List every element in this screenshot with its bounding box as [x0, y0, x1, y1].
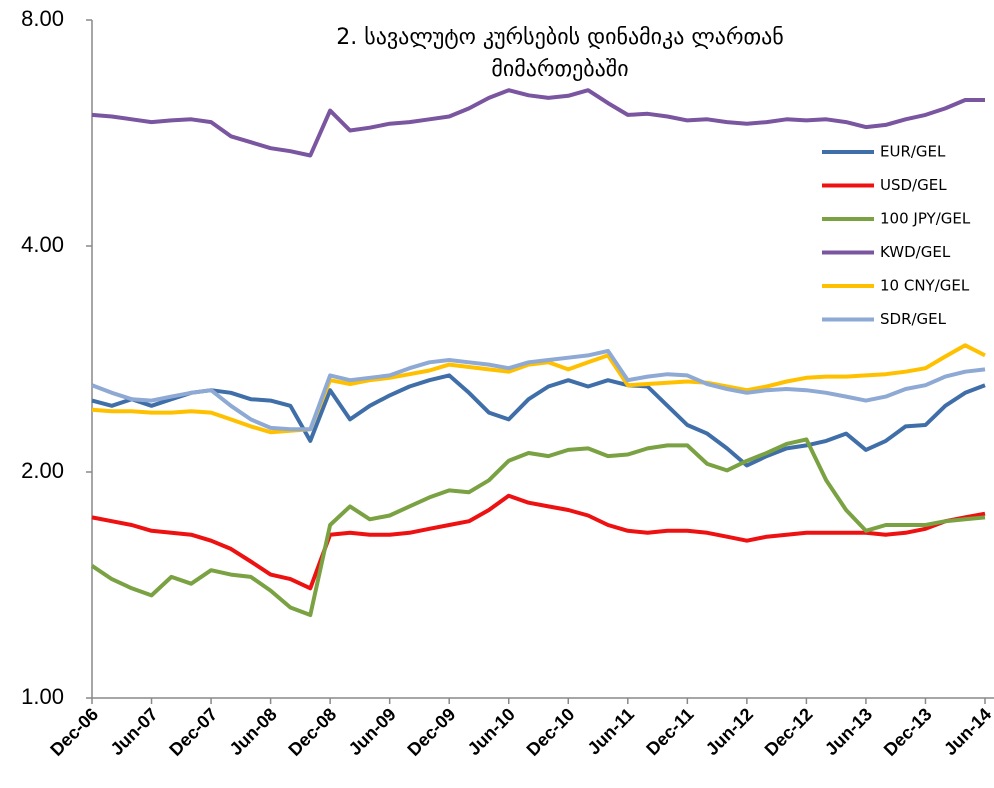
x-tick-label: Dec-13 [880, 704, 936, 760]
legend-label: EUR/GEL [880, 143, 946, 161]
legend-label: 100 JPY/GEL [880, 210, 971, 228]
series-line [91, 373, 986, 468]
chart-title: 2. სავალუტო კურსების დინამიკა ლართან [336, 25, 784, 50]
x-tick-label: Dec-12 [761, 704, 817, 760]
x-tick-label: Dec-08 [284, 704, 340, 760]
x-tick-label: Jun-11 [584, 704, 638, 758]
series-line [91, 348, 986, 432]
x-tick-label: Jun-14 [940, 704, 994, 759]
y-tick-label: 8.00 [21, 6, 64, 31]
x-tick-label: Jun-12 [702, 704, 757, 759]
y-tick-label: 1.00 [21, 684, 64, 709]
y-tick-label: 2.00 [21, 458, 64, 483]
legend-label: SDR/GEL [880, 310, 947, 328]
x-tick-label: Dec-11 [642, 704, 697, 759]
series-line [91, 88, 985, 158]
x-tick-label: Jun-08 [226, 704, 281, 759]
x-tick-label: Dec-07 [165, 704, 221, 760]
series-line [91, 493, 986, 591]
y-tick-label: 4.00 [21, 232, 64, 257]
x-tick-label: Dec-06 [46, 704, 102, 760]
series-line [91, 343, 986, 435]
x-tick-label: Jun-13 [821, 704, 876, 759]
chart-title: მიმართებაში [491, 57, 628, 82]
legend-label: KWD/GEL [880, 243, 951, 261]
x-tick-label: Dec-09 [403, 704, 459, 760]
x-tick-label: Dec-10 [523, 704, 579, 760]
x-tick-label: Jun-09 [345, 704, 400, 759]
x-tick-label: Jun-10 [464, 704, 519, 759]
legend-label: USD/GEL [880, 176, 947, 194]
x-tick-label: Jun-07 [107, 704, 162, 759]
series-line [90, 437, 986, 617]
legend-label: 10 CNY/GEL [880, 277, 970, 295]
